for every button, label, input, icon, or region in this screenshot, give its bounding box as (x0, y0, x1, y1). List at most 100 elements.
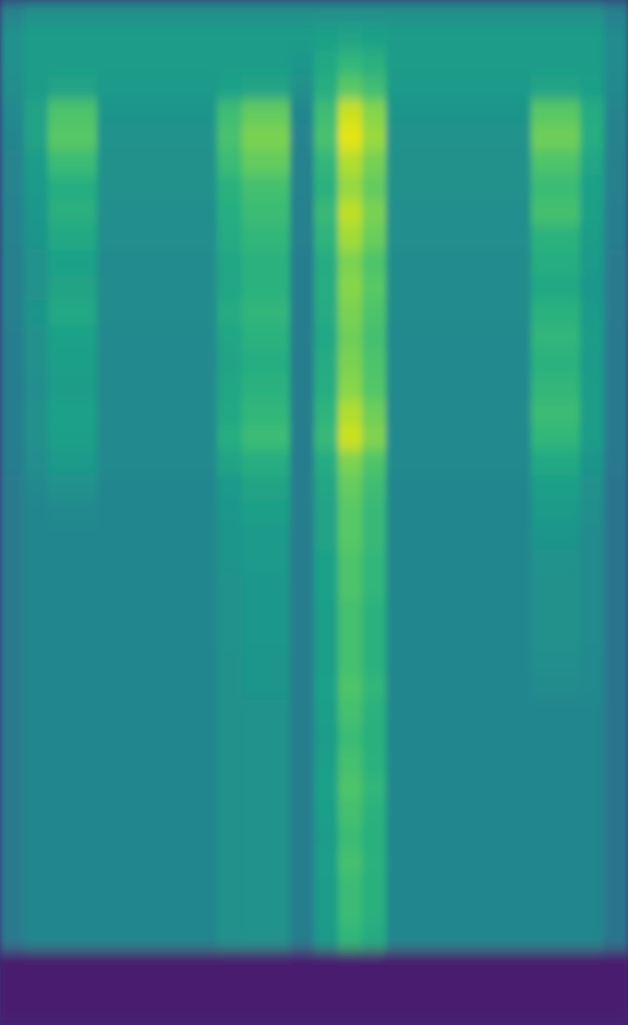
heatmap-cell (169, 1000, 194, 1025)
heatmap-cell (121, 625, 146, 651)
heatmap-cell (507, 725, 532, 751)
heatmap-cell (386, 75, 411, 101)
heatmap-cell (531, 1000, 556, 1025)
heatmap-cell (314, 425, 339, 451)
heatmap-cell (580, 125, 605, 151)
heatmap-cell (435, 575, 460, 601)
heatmap-cell (217, 50, 242, 76)
heatmap-cell (169, 225, 194, 251)
heatmap-cell (217, 975, 242, 1001)
heatmap-cell (531, 150, 556, 176)
heatmap-cell (97, 100, 122, 126)
heatmap-cell (580, 175, 605, 201)
heatmap-cell (604, 825, 628, 851)
heatmap-cell (0, 275, 25, 301)
heatmap-cell (97, 750, 122, 776)
heatmap-cell (459, 650, 484, 676)
heatmap-cell (459, 100, 484, 126)
heatmap-cell (483, 625, 508, 651)
heatmap-cell (314, 700, 339, 726)
heatmap-cell (24, 525, 49, 551)
heatmap-cell (386, 500, 411, 526)
heatmap-cell (556, 600, 581, 626)
heatmap-cell (242, 450, 267, 476)
heatmap-cell (483, 550, 508, 576)
heatmap-cell (24, 600, 49, 626)
heatmap-cell (97, 950, 122, 976)
heatmap-cell (435, 275, 460, 301)
heatmap-cell (338, 775, 363, 801)
heatmap-cell (145, 150, 170, 176)
heatmap-cell (242, 875, 267, 901)
heatmap-cell (314, 200, 339, 226)
heatmap-cell (435, 525, 460, 551)
heatmap-cell (435, 50, 460, 76)
heatmap-cell (169, 275, 194, 301)
heatmap-cell (193, 225, 218, 251)
heatmap-cell (459, 550, 484, 576)
heatmap-cell (386, 125, 411, 151)
heatmap-cell (290, 400, 315, 426)
heatmap-cell (411, 375, 436, 401)
heatmap-cell (459, 750, 484, 776)
heatmap-cell (242, 850, 267, 876)
heatmap-cell (604, 600, 628, 626)
heatmap-cell (556, 100, 581, 126)
heatmap-cell (121, 650, 146, 676)
heatmap-cell (242, 500, 267, 526)
heatmap-cell (314, 400, 339, 426)
heatmap-cell (72, 600, 97, 626)
heatmap-cell (121, 75, 146, 101)
heatmap-cell (290, 300, 315, 326)
heatmap-cell (0, 650, 25, 676)
heatmap-cell (507, 500, 532, 526)
heatmap-cell (48, 225, 73, 251)
heatmap-cell (338, 375, 363, 401)
heatmap-cell (72, 0, 97, 26)
heatmap-cell (411, 775, 436, 801)
heatmap-cell (411, 400, 436, 426)
heatmap-cell (24, 825, 49, 851)
heatmap-cell (580, 775, 605, 801)
heatmap-cell (483, 400, 508, 426)
heatmap-cell (24, 75, 49, 101)
heatmap-cell (121, 700, 146, 726)
heatmap-cell (97, 300, 122, 326)
heatmap-cell (411, 625, 436, 651)
heatmap-cell (0, 925, 25, 951)
heatmap-cell (242, 725, 267, 751)
heatmap-cell (169, 750, 194, 776)
heatmap-cell (266, 450, 291, 476)
heatmap-cell (242, 675, 267, 701)
heatmap-cell (169, 700, 194, 726)
heatmap-cell (435, 375, 460, 401)
heatmap-cell (362, 350, 387, 376)
heatmap-cell (266, 650, 291, 676)
heatmap-cell (459, 150, 484, 176)
heatmap-cell (169, 650, 194, 676)
heatmap-cell (411, 425, 436, 451)
heatmap-cell (217, 875, 242, 901)
heatmap-cell (266, 550, 291, 576)
heatmap-cell (338, 600, 363, 626)
heatmap-cell (338, 325, 363, 351)
heatmap-cell (242, 700, 267, 726)
heatmap-cell (386, 350, 411, 376)
heatmap-cell (338, 650, 363, 676)
heatmap-cell (580, 700, 605, 726)
heatmap-cell (386, 775, 411, 801)
heatmap-cell (145, 500, 170, 526)
heatmap-cell (169, 175, 194, 201)
heatmap-cell (314, 325, 339, 351)
heatmap-cell (507, 0, 532, 26)
heatmap-cell (0, 875, 25, 901)
heatmap-cell (531, 725, 556, 751)
heatmap-cell (193, 600, 218, 626)
heatmap-cell (435, 450, 460, 476)
heatmap-cell (556, 725, 581, 751)
heatmap-cell (169, 0, 194, 26)
heatmap-cell (362, 475, 387, 501)
heatmap-cell (556, 625, 581, 651)
heatmap-cell (169, 200, 194, 226)
heatmap-cell (362, 875, 387, 901)
